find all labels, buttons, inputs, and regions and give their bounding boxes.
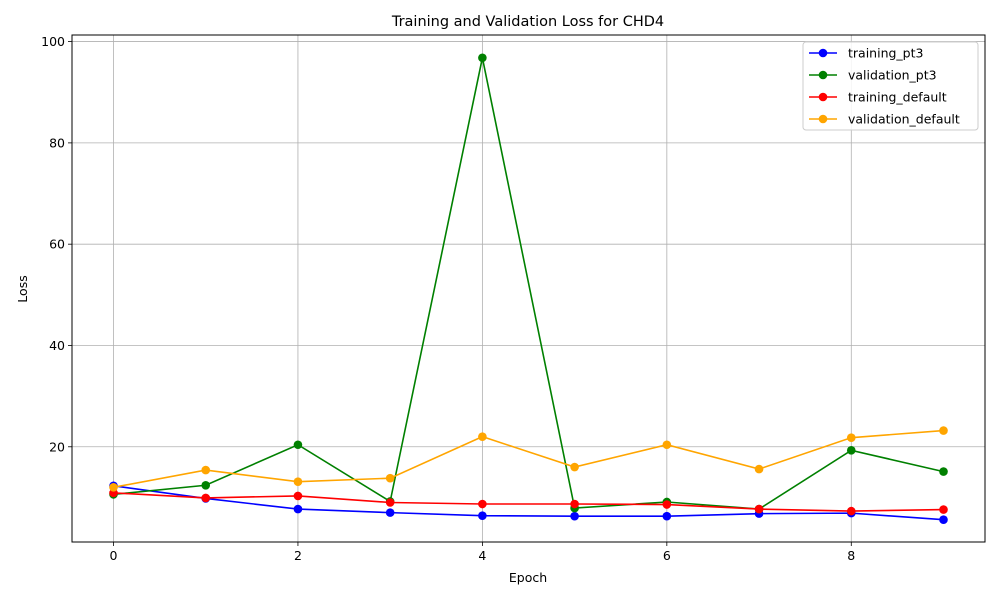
legend-item-training_default: training_default <box>809 90 947 105</box>
y-tick-label: 60 <box>49 237 65 252</box>
y-axis-label: Loss <box>15 275 30 302</box>
data-point-training_default <box>201 493 211 503</box>
legend-item-validation_default: validation_default <box>809 112 960 127</box>
data-point-training_default <box>385 498 395 507</box>
data-point-training_default <box>939 505 948 514</box>
x-tick-label: 2 <box>294 548 302 563</box>
x-tick-label: 6 <box>663 548 671 563</box>
series-validation_default <box>109 426 948 492</box>
y-tick-label: 20 <box>49 439 65 454</box>
data-point-training_default <box>293 491 303 501</box>
data-point-validation_default <box>201 465 211 475</box>
legend-swatch-marker <box>818 92 828 102</box>
data-point-training_pt3 <box>570 511 579 521</box>
data-point-training_default <box>846 506 856 516</box>
x-tick-label: 0 <box>110 548 118 563</box>
series-line-training_pt3 <box>113 484 944 521</box>
y-tick-label: 40 <box>49 338 65 353</box>
data-point-validation_default <box>939 426 948 435</box>
data-point-training_pt3 <box>385 508 395 517</box>
legend-label: training_pt3 <box>848 46 923 61</box>
data-point-validation_pt3 <box>939 467 948 476</box>
data-point-training_pt3 <box>939 515 948 525</box>
series-line-validation_pt3 <box>113 57 944 510</box>
data-point-validation_pt3 <box>201 480 211 490</box>
data-point-validation_default <box>478 432 487 441</box>
data-point-training_default <box>754 504 764 514</box>
legend-swatch-marker <box>818 114 828 124</box>
plot-frame <box>71 34 986 543</box>
series-layer <box>109 53 948 525</box>
x-tick-label: 8 <box>847 548 855 563</box>
data-point-training_pt3 <box>662 511 672 521</box>
data-point-validation_pt3 <box>293 440 303 450</box>
legend-item-training_pt3: training_pt3 <box>809 46 923 61</box>
data-point-validation_default <box>109 482 118 492</box>
data-point-training_default <box>570 499 579 509</box>
legend-item-validation_pt3: validation_pt3 <box>809 68 937 83</box>
data-point-validation_default <box>570 462 579 472</box>
legend-box <box>802 41 979 131</box>
data-point-validation_default <box>754 464 764 474</box>
legend-swatch-marker <box>818 48 828 58</box>
legend-label: training_default <box>848 90 947 105</box>
y-tick-label: 80 <box>49 135 65 150</box>
data-point-training_default <box>478 499 487 509</box>
series-training_pt3 <box>109 481 948 525</box>
data-point-validation_pt3 <box>846 446 856 455</box>
chart-title: Training and Validation Loss for CHD4 <box>391 14 664 30</box>
tick-layer: 0 2 4 6 8 20 40 60 80 100 <box>41 34 855 563</box>
data-point-training_pt3 <box>293 504 303 514</box>
data-point-validation_pt3 <box>478 53 487 63</box>
data-point-training_default <box>662 500 672 509</box>
legend-swatch-marker <box>818 70 828 80</box>
series-line-validation_default <box>113 429 944 489</box>
data-point-validation_default <box>385 473 395 483</box>
data-point-validation_default <box>846 433 856 442</box>
legend-label: validation_default <box>848 112 960 127</box>
y-tick-label: 100 <box>41 34 65 49</box>
data-point-validation_default <box>293 477 303 487</box>
legend-label: validation_pt3 <box>848 68 937 83</box>
data-point-validation_default <box>662 440 672 450</box>
x-axis-label: Epoch <box>509 570 547 585</box>
x-tick-label: 4 <box>478 548 486 563</box>
data-point-training_pt3 <box>478 511 487 520</box>
legend: training_pt3 validation_pt3 training_defau… <box>802 41 979 131</box>
series-line-training_default <box>113 492 944 512</box>
